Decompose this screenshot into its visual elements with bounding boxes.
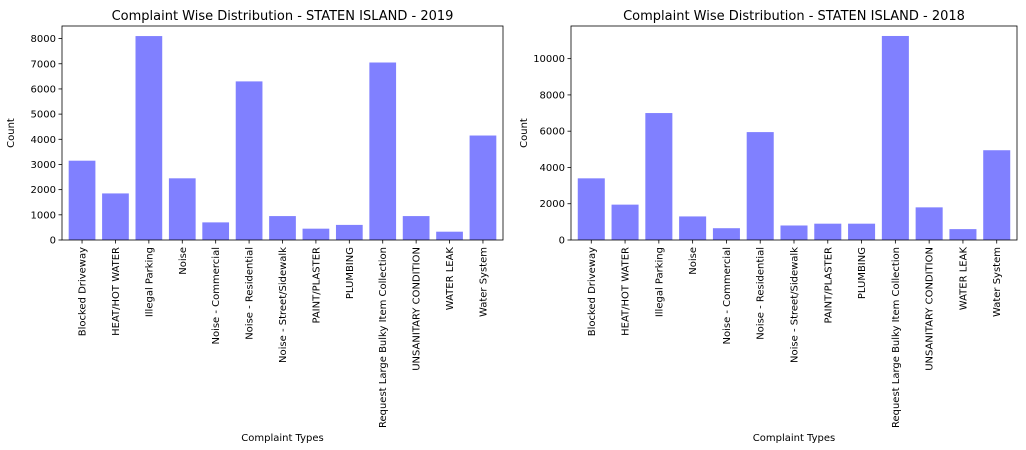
- bar: [746, 132, 774, 240]
- x-tick-label: PAINT/PLASTER: [823, 247, 834, 324]
- bar: [848, 223, 876, 240]
- x-axis-label: Complaint Types: [241, 433, 324, 444]
- y-tick-label: 6000: [31, 84, 56, 95]
- x-tick-label: HEAT/HOT WATER: [111, 247, 122, 336]
- x-axis-label: Complaint Types: [753, 433, 836, 444]
- x-tick-label: PLUMBING: [857, 247, 868, 299]
- y-tick-label: 8000: [31, 34, 56, 45]
- x-tick-label: HEAT/HOT WATER: [621, 247, 632, 336]
- bar: [814, 223, 842, 240]
- x-tick-label: PAINT/PLASTER: [311, 247, 322, 324]
- y-tick-label: 1000: [31, 210, 56, 221]
- x-tick-label: Noise - Street/Sidewalk: [278, 247, 289, 363]
- bar: [915, 207, 943, 240]
- bar: [469, 135, 497, 240]
- x-tick-label: Noise - Street/Sidewalk: [790, 247, 801, 363]
- bar: [712, 228, 740, 240]
- y-tick-label: 2000: [540, 199, 565, 210]
- bar: [881, 35, 909, 240]
- chart-2018: Complaint Wise Distribution - STATEN ISL…: [519, 9, 1018, 444]
- x-tick-label: Noise: [178, 247, 189, 275]
- x-tick-label: Illegal Parking: [144, 247, 155, 317]
- bar: [269, 216, 296, 240]
- chart-title: Complaint Wise Distribution - STATEN ISL…: [112, 9, 454, 24]
- y-axis-label: Count: [6, 118, 17, 148]
- x-tick-label: Noise - Residential: [756, 247, 767, 340]
- bar: [780, 225, 808, 240]
- x-tick-label: Blocked Driveway: [78, 247, 89, 336]
- bar: [102, 193, 129, 240]
- y-tick-label: 5000: [31, 110, 56, 121]
- y-tick-label: 0: [559, 236, 565, 247]
- y-tick-label: 7000: [31, 59, 56, 70]
- bar: [983, 150, 1011, 240]
- x-tick-label: Request Large Bulky Item Collection: [378, 247, 389, 428]
- y-tick-label: 6000: [540, 127, 565, 138]
- x-tick-label: Noise: [688, 247, 699, 275]
- x-tick-label: Noise - Commercial: [211, 247, 222, 345]
- x-tick-label: Request Large Bulky Item Collection: [891, 247, 902, 428]
- x-tick-label: UNSANITARY CONDITION: [925, 247, 936, 371]
- x-tick-label: Illegal Parking: [654, 247, 665, 317]
- x-tick-label: UNSANITARY CONDITION: [412, 247, 423, 371]
- y-axis-label: Count: [519, 118, 530, 148]
- x-tick-label: Noise - Residential: [245, 247, 256, 340]
- bar: [202, 222, 230, 240]
- x-tick-label: Noise - Commercial: [722, 247, 733, 345]
- bar: [369, 62, 397, 240]
- y-tick-label: 8000: [540, 90, 565, 101]
- y-tick-label: 3000: [31, 160, 56, 171]
- y-tick-label: 4000: [31, 135, 56, 146]
- chart-title: Complaint Wise Distribution - STATEN ISL…: [623, 9, 965, 24]
- x-tick-label: WATER LEAK: [958, 247, 969, 311]
- x-tick-label: Blocked Driveway: [587, 247, 598, 336]
- bar: [679, 216, 707, 240]
- y-tick-label: 4000: [540, 163, 565, 174]
- bar: [611, 204, 639, 240]
- y-tick-label: 0: [50, 236, 56, 247]
- bar: [577, 178, 605, 240]
- bar: [645, 113, 673, 240]
- bar: [168, 178, 196, 240]
- x-tick-label: WATER LEAK: [445, 247, 456, 311]
- bar: [135, 36, 163, 240]
- x-tick-label: PLUMBING: [345, 247, 356, 299]
- y-tick-label: 2000: [31, 185, 56, 196]
- y-tick-label: 10000: [533, 54, 565, 65]
- bar: [335, 224, 363, 240]
- bar: [68, 160, 96, 240]
- chart-2019: Complaint Wise Distribution - STATEN ISL…: [6, 9, 504, 444]
- bar: [302, 228, 330, 240]
- x-tick-label: Water System: [992, 247, 1003, 317]
- bar: [436, 231, 463, 240]
- bar: [235, 81, 263, 240]
- bar: [402, 216, 430, 240]
- bar: [949, 229, 977, 240]
- x-tick-label: Water System: [478, 247, 489, 317]
